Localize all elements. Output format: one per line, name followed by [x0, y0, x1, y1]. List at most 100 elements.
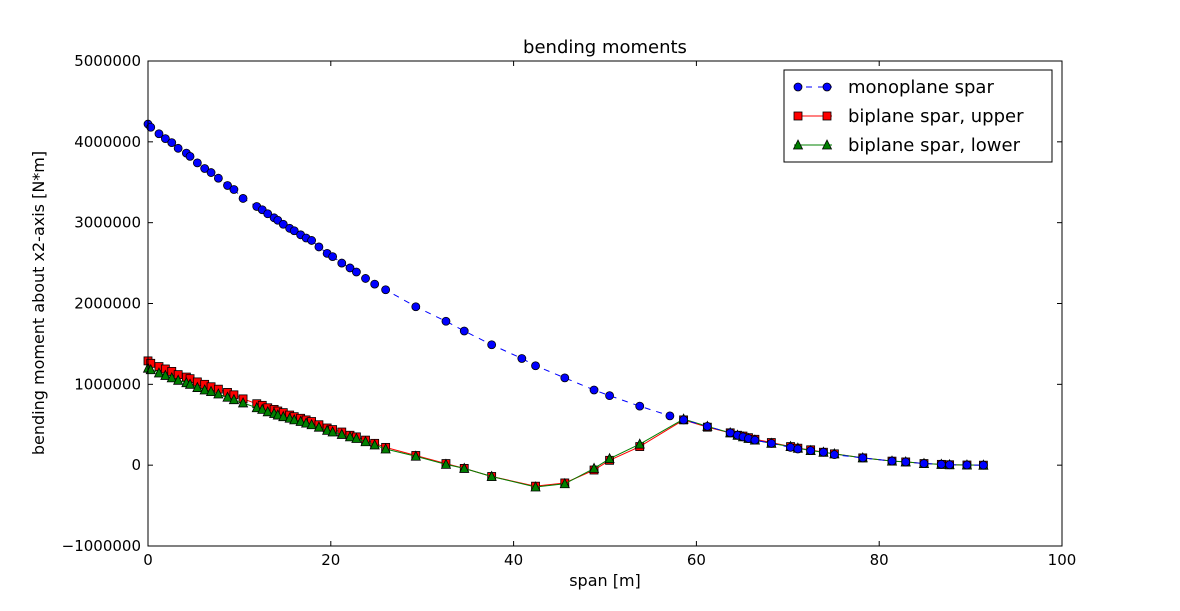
data-point [185, 151, 195, 161]
data-point [337, 258, 347, 268]
data-point [978, 460, 988, 470]
x-axis-label: span [m] [569, 571, 641, 590]
data-point [806, 446, 816, 456]
data-point [314, 242, 324, 252]
data-point [205, 385, 217, 397]
data-point [166, 371, 177, 383]
legend-label: biplane spar, upper [848, 106, 1024, 127]
data-point [589, 385, 599, 395]
data-point [486, 470, 497, 481]
data-point [793, 444, 803, 454]
data-point [459, 326, 469, 336]
data-point [344, 430, 356, 442]
legend-marker [793, 111, 803, 121]
data-point [295, 415, 306, 426]
data-point [441, 316, 451, 326]
data-point [517, 354, 527, 363]
data-point [173, 374, 184, 385]
data-point [223, 181, 232, 190]
data-point [830, 450, 839, 460]
data-point [173, 143, 183, 153]
data-point [262, 405, 273, 417]
data-point [411, 302, 421, 312]
data-point [328, 252, 338, 262]
data-point [257, 403, 268, 414]
data-point [487, 340, 497, 350]
data-point [786, 442, 795, 452]
data-point [263, 209, 273, 219]
data-point [665, 411, 675, 421]
data-point [370, 279, 380, 289]
chart-title: bending moments [523, 37, 687, 58]
y-tick-label: 0 [131, 456, 141, 474]
data-point [206, 168, 216, 177]
data-point [160, 134, 170, 144]
data-point [962, 460, 972, 470]
data-point [307, 236, 317, 245]
data-point [604, 452, 615, 464]
y-tick-label: 4000000 [74, 133, 141, 151]
x-tick-label: 40 [504, 551, 523, 569]
data-point [289, 414, 300, 425]
data-point [278, 219, 288, 229]
x-tick-label: 0 [143, 551, 153, 569]
y-tick-label: 1000000 [74, 375, 141, 393]
data-point [887, 456, 897, 466]
data-point [192, 158, 202, 168]
data-point [289, 226, 299, 236]
data-point [702, 421, 712, 431]
data-point [380, 443, 391, 454]
data-point [360, 435, 371, 447]
data-point [229, 185, 239, 194]
data-point [530, 481, 541, 492]
data-point [199, 384, 210, 395]
data-point [459, 462, 470, 473]
data-point [410, 450, 421, 461]
data-point [306, 418, 317, 430]
data-point [679, 415, 689, 425]
plot-area [142, 119, 989, 492]
data-point [222, 391, 233, 402]
data-point [351, 432, 362, 443]
data-point [635, 401, 645, 411]
y-tick-label: 2000000 [74, 295, 141, 313]
data-point [381, 285, 391, 295]
data-point [327, 426, 338, 437]
data-point [361, 274, 370, 283]
data-point [559, 477, 570, 489]
data-point [278, 410, 289, 422]
data-point [200, 164, 210, 173]
data-point [345, 263, 355, 273]
data-point [228, 393, 240, 405]
data-point [766, 438, 776, 448]
data-point [251, 401, 262, 413]
legend-marker [792, 139, 804, 150]
data-point [919, 459, 929, 468]
data-point [588, 462, 600, 473]
data-point [560, 373, 570, 383]
y-axis-label: bending moment about x2-axis [N*m] [29, 151, 48, 455]
data-point [237, 397, 249, 408]
x-tick-label: 80 [870, 551, 889, 569]
data-point [936, 459, 946, 469]
data-point [725, 428, 735, 438]
data-point [369, 439, 380, 450]
data-point [336, 428, 347, 439]
data-point [160, 369, 171, 380]
x-tick-label: 60 [687, 551, 706, 569]
data-point [300, 417, 312, 428]
data-point [213, 173, 223, 183]
data-point [184, 378, 196, 389]
data-point [321, 424, 333, 435]
y-tick-label: −1000000 [62, 537, 141, 555]
y-tick-label: 3000000 [74, 214, 141, 232]
legend-marker [793, 82, 803, 92]
data-point [440, 458, 452, 469]
series-circle-group [143, 119, 988, 470]
data-point [313, 421, 325, 432]
data-point [531, 361, 540, 371]
data-point [858, 453, 868, 463]
legend: monoplane spar biplane spar, upper biplane… [783, 69, 1053, 163]
